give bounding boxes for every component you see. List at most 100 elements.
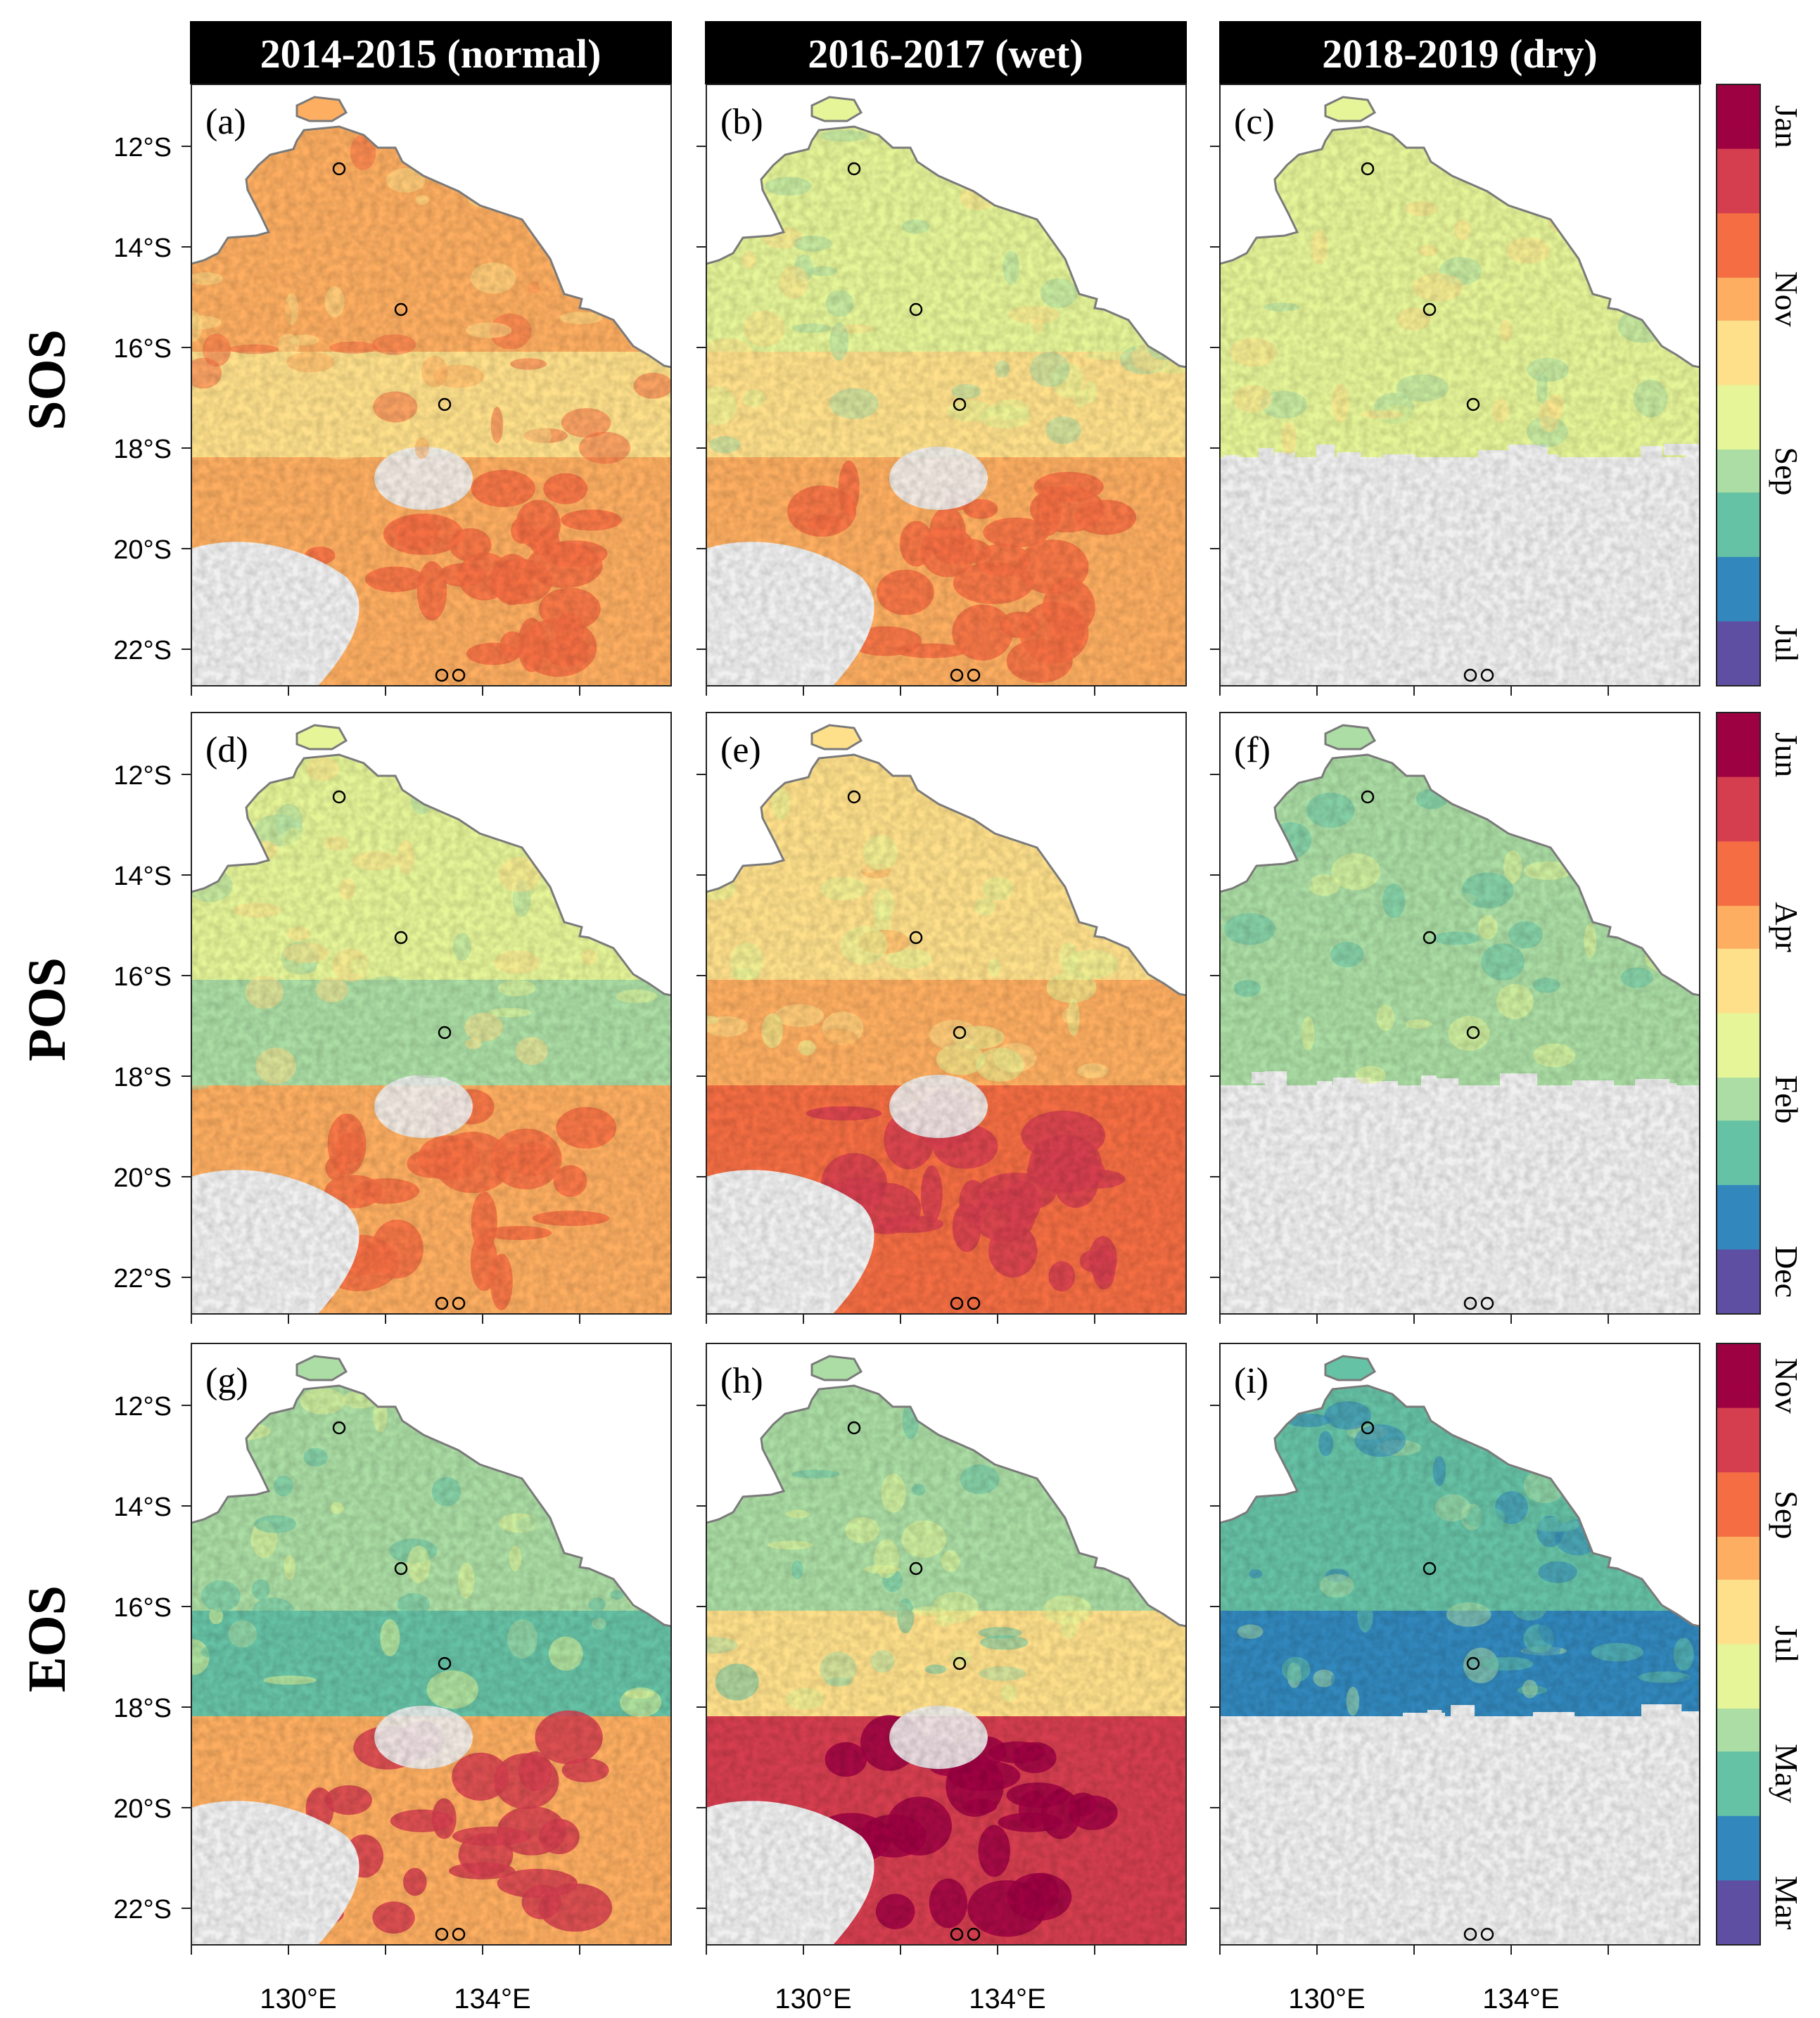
site-marker [1463, 1296, 1477, 1310]
sea-area [191, 713, 671, 995]
site-marker [953, 397, 967, 411]
site-marker [394, 302, 408, 317]
lat-label: 20°S [113, 535, 172, 565]
colorbar-label: Nov [1769, 271, 1805, 326]
island [1324, 96, 1377, 122]
colorbar-eos: Nov Sep Jul May Mar [1716, 1343, 1805, 1946]
site-marker [847, 790, 861, 804]
panel-letter: (h) [720, 1361, 763, 1401]
site-marker [909, 931, 923, 945]
site-marker [452, 1927, 466, 1941]
map-panel-h: (h) [696, 1343, 1187, 1955]
panel-letter: (e) [720, 730, 761, 770]
island [295, 1355, 348, 1381]
panel-frame [191, 84, 672, 686]
colorbar-label: May [1769, 1744, 1805, 1803]
colorbar-sos: Jan Nov Sep Jul [1716, 84, 1805, 686]
sea-area [191, 84, 671, 367]
colorbar-label: Jun [1769, 732, 1805, 777]
map-panel-b: (b) [696, 84, 1187, 696]
coastline [1220, 753, 1700, 997]
island [1324, 724, 1377, 751]
colorbar-pos: Jun Apr Feb Dec [1716, 712, 1805, 1315]
site-marker [909, 1562, 923, 1576]
site-marker [1361, 790, 1375, 804]
site-marker [394, 931, 408, 945]
colorbar-label: Jan [1769, 105, 1805, 148]
site-marker [438, 1656, 452, 1671]
lon-label: 130°E [775, 1984, 851, 2014]
site-marker [435, 668, 449, 682]
panel-letter: (c) [1234, 102, 1275, 142]
lat-label: 14°S [113, 234, 172, 263]
coastline [191, 125, 671, 369]
map-panel-e: (e) [696, 712, 1187, 1324]
column-headers: 2014-2015 (normal) 2016-2017 (wet) 2018-… [190, 21, 1701, 84]
longitude-axis: 130°E 134°E 130°E 134°E 130°E 134°E [260, 1984, 1559, 2014]
column-title-c3: 2018-2019 (dry) [1322, 31, 1597, 77]
island [810, 724, 863, 751]
colorbar-label: Apr [1769, 902, 1805, 952]
coastline [706, 125, 1186, 369]
panel-frame [706, 712, 1187, 1315]
site-marker [1423, 931, 1437, 945]
panel-letter: (b) [720, 102, 763, 142]
site-marker [332, 1421, 346, 1435]
site-marker [1423, 1562, 1437, 1576]
colorbar-label: Sep [1769, 1490, 1805, 1539]
lon-label: 134°E [1482, 1984, 1559, 2014]
colorbars: Jan Nov Sep Jul Jun Apr Feb Dec Nov Sep Jul May Mar [1716, 84, 1805, 1946]
site-marker [1480, 668, 1494, 682]
sea-area [706, 713, 1186, 995]
colorbar-label: Jul [1769, 1626, 1805, 1663]
site-marker [332, 790, 346, 804]
site-marker [950, 1296, 964, 1310]
sea-area [191, 1343, 671, 1626]
site-marker [1423, 302, 1437, 317]
lat-label: 18°S [113, 1063, 172, 1092]
panel-frame [191, 712, 672, 1315]
lat-label: 14°S [113, 1493, 172, 1522]
lat-label: 22°S [113, 1895, 172, 1924]
lon-label: 130°E [260, 1984, 336, 2014]
island [1324, 1355, 1377, 1381]
lon-label: 130°E [1288, 1984, 1365, 2014]
panel-letter: (d) [205, 730, 248, 770]
lat-label: 20°S [113, 1794, 172, 1824]
map-panel-c: (c) [1210, 84, 1700, 696]
site-marker [394, 1562, 408, 1576]
sea-area [1220, 84, 1700, 367]
site-marker [435, 1296, 449, 1310]
panel-frame [706, 1343, 1187, 1946]
coastline [706, 753, 1186, 997]
site-marker [953, 1026, 967, 1040]
island [295, 724, 348, 751]
sea-area [706, 84, 1186, 367]
lat-label: 20°S [113, 1163, 172, 1193]
site-marker [967, 1927, 981, 1941]
site-marker [950, 668, 964, 682]
sea-area [1220, 713, 1700, 995]
site-marker [1466, 397, 1480, 411]
site-marker [1463, 668, 1477, 682]
site-marker [950, 1927, 964, 1941]
site-marker [953, 1656, 967, 1671]
site-marker [332, 162, 346, 176]
coastline [706, 1384, 1186, 1628]
colorbar-label: Jul [1769, 625, 1805, 663]
site-marker [438, 1026, 452, 1040]
coastline [1220, 125, 1700, 369]
panel-frame [1219, 712, 1700, 1315]
site-marker [967, 668, 981, 682]
panel-frame [1219, 1343, 1700, 1946]
map-panel-g: (g) 12°S 14°S 16°S 18°S 20°S 22°S [113, 1343, 672, 1955]
lat-label: 12°S [113, 761, 172, 791]
sea-area [706, 1343, 1186, 1626]
coastline [1220, 1384, 1700, 1628]
row-labels: SOS POS EOS [18, 329, 77, 1692]
site-marker [435, 1927, 449, 1941]
colorbar-label: Nov [1769, 1358, 1805, 1413]
lat-label: 18°S [113, 1694, 172, 1723]
map-panel-f: (f) [1210, 712, 1700, 1324]
